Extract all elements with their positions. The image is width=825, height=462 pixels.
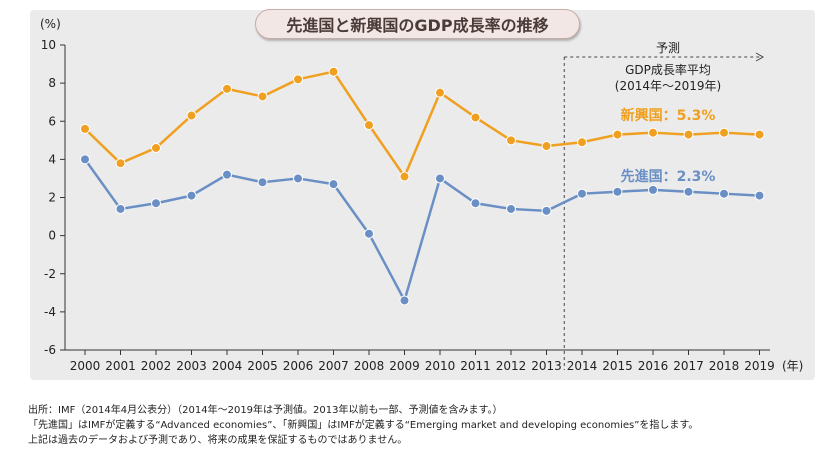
data-point [222,169,232,180]
data-point [470,112,481,123]
y-tick-label: 2 [48,191,56,205]
x-tick-label: 2006 [283,359,314,373]
chart-labels: 新興国：5.3% 先進国：2.3% [621,107,716,185]
data-point [364,228,374,239]
data-point [257,177,268,188]
x-tick-label: 2015 [602,359,633,373]
data-point [328,179,339,190]
x-tick-label: 2017 [673,359,704,373]
data-point [648,184,658,195]
data-point [754,190,765,201]
data-point [186,110,197,121]
x-tick-label: 2013 [531,359,562,373]
x-tick-label: 2018 [709,359,740,373]
forecast-region: 予測 GDP成長率平均 (2014年～2019年) [563,41,765,370]
y-axis-unit: (%) [40,17,61,31]
data-point [506,203,516,214]
data-point [719,188,729,199]
forecast-label: 予測 [656,41,680,55]
x-tick-label: 2016 [638,359,669,373]
y-tick-label: 10 [41,38,56,52]
x-tick-label: 2009 [389,359,420,373]
data-point [541,141,552,152]
average-label-period: (2014年～2019年) [615,79,721,93]
series-annotation: 新興国：5.3% [621,107,716,124]
chart-axes: 10 8 6 4 2 0 -2 -4 -6 (%) 2000 2001 2002 2003 2004 2005… [40,17,803,373]
data-point [80,123,90,134]
y-tick-label: -4 [44,305,56,319]
average-label-title: GDP成長率平均 [625,62,711,77]
data-point [328,66,339,77]
data-point [222,83,232,94]
chart-panel [30,10,815,380]
data-point [612,186,623,197]
series-line [83,158,760,302]
series-advanced [80,154,765,306]
x-tick-label: 2012 [496,359,527,373]
footnote-source: 出所：IMF（2014年4月公表分）（2014年～2019年は予測値。2013年… [28,405,503,416]
data-point [186,190,197,201]
x-axis-unit: (年) [782,359,803,373]
data-point [577,137,587,148]
y-tick-label: 8 [48,76,56,90]
series-line [84,70,760,178]
data-point [399,295,410,306]
data-point [293,74,303,85]
series-annotation: 先進国：2.3% [621,168,716,185]
data-point [151,142,161,153]
footnotes: 出所：IMF（2014年4月公表分）（2014年～2019年は予測値。2013年… [28,403,698,448]
data-point [293,173,303,184]
x-tick-label: 2001 [105,359,136,373]
forecast-arrow-head [755,52,765,62]
data-point [506,135,516,146]
data-point [151,198,161,209]
x-tick-label: 2003 [176,359,207,373]
data-point [754,129,765,140]
data-point [719,127,729,138]
data-point [470,198,481,209]
x-tick-label: 2007 [318,359,349,373]
data-point [364,120,374,131]
data-point [115,158,126,169]
data-point [115,203,126,214]
data-point [683,129,694,140]
data-point [435,87,445,98]
y-tick-label: 6 [48,114,56,128]
data-point [648,127,658,138]
y-tick-label: 4 [48,152,56,166]
data-point [399,171,410,182]
x-tick-label: 2005 [247,359,278,373]
data-point [612,129,623,140]
data-point [541,205,552,216]
data-point [80,154,90,165]
x-tick-label: 2011 [460,359,491,373]
data-point [257,91,268,102]
y-tick-label: 0 [48,229,56,243]
footnote-disclaimer: 上記は過去のデータおよび予測であり、将来の成果を保証するものではありません。 [28,435,408,446]
chart-series [80,66,765,306]
data-point [577,188,587,199]
x-tick-label: 2010 [425,359,456,373]
x-tick-label: 2002 [141,359,172,373]
x-tick-label: 2019 [744,359,775,373]
y-tick-label: -2 [44,267,56,281]
data-point [435,173,445,184]
data-point [683,186,694,197]
x-tick-label: 2008 [354,359,385,373]
y-tick-label: -6 [44,343,56,357]
x-tick-label: 2014 [567,359,598,373]
series-emerging [80,66,765,182]
x-tick-label: 2004 [212,359,243,373]
chart-title: 先進国と新興国のGDP成長率の推移 [255,9,580,39]
x-tick-label: 2000 [70,359,101,373]
footnote-definition: 「先進国」はIMFが定義する“Advanced economies”、「新興国」… [28,420,699,431]
